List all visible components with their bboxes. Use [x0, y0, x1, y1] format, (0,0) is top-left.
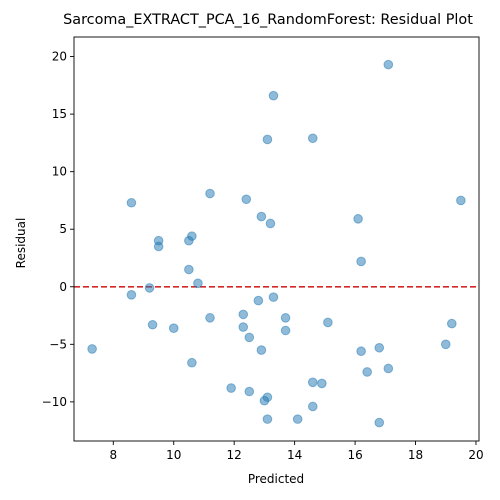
- y-tick-label: 0: [59, 280, 67, 294]
- data-point-48: [292, 414, 303, 424]
- data-point-38: [383, 363, 394, 374]
- x-axis-ticks: 8 10 12 14 16 18 20: [109, 441, 484, 462]
- y-tick-label: −5: [49, 337, 67, 351]
- x-tick-label: 18: [408, 448, 423, 462]
- data-point-42: [226, 383, 236, 393]
- data-point-3: [307, 133, 318, 144]
- data-point-9: [265, 218, 276, 229]
- data-point-34: [87, 344, 97, 354]
- data-point-15: [356, 256, 366, 267]
- data-point-25: [323, 317, 333, 328]
- plot-area: [73, 36, 480, 442]
- data-point-7: [456, 195, 466, 206]
- x-tick-label: 16: [347, 448, 362, 462]
- data-point-6: [241, 194, 252, 205]
- data-point-22: [238, 309, 249, 320]
- data-point-19: [126, 290, 137, 300]
- data-point-30: [280, 325, 291, 336]
- data-point-29: [168, 323, 179, 334]
- data-point-46: [307, 401, 318, 412]
- y-axis-ticks: −10 −5 0 5 10 15 20: [42, 50, 74, 409]
- data-point-20: [268, 292, 279, 302]
- data-point-41: [317, 378, 327, 389]
- x-axis-label: Predicted: [248, 472, 304, 486]
- data-point-33: [374, 342, 385, 353]
- data-point-35: [256, 345, 267, 355]
- x-tick-label: 14: [287, 448, 302, 462]
- data-point-21: [253, 295, 264, 306]
- y-tick-label: 20: [52, 50, 67, 64]
- data-point-47: [262, 414, 273, 424]
- data-point-16: [184, 264, 194, 275]
- data-point-32: [440, 339, 451, 350]
- y-tick-label: 10: [52, 165, 67, 179]
- data-point-0: [383, 59, 394, 70]
- x-tick-label: 12: [227, 448, 242, 462]
- x-tick-label: 20: [468, 448, 483, 462]
- data-point-39: [362, 367, 372, 377]
- y-tick-label: 15: [52, 107, 67, 121]
- data-point-2: [262, 134, 273, 145]
- data-point-37: [187, 357, 197, 368]
- y-tick-label: 5: [59, 222, 67, 236]
- data-point-40: [307, 377, 318, 388]
- chart-title: Sarcoma_EXTRACT_PCA_16_RandomForest: Res…: [63, 12, 473, 28]
- data-point-8: [256, 211, 267, 222]
- plot-frame: [73, 36, 480, 442]
- data-point-1: [268, 90, 279, 101]
- data-point-31: [244, 332, 255, 343]
- x-tick-label: 8: [109, 448, 117, 462]
- data-point-24: [280, 313, 291, 323]
- data-point-18: [144, 283, 155, 293]
- data-point-36: [356, 346, 366, 357]
- y-tick-label: −10: [42, 395, 67, 409]
- data-point-28: [238, 322, 249, 332]
- data-point-5: [126, 197, 137, 208]
- data-point-43: [244, 386, 255, 397]
- data-point-13: [184, 235, 194, 246]
- data-point-27: [147, 319, 158, 330]
- data-point-49: [374, 417, 385, 428]
- data-point-45: [259, 395, 270, 406]
- data-point-23: [205, 313, 215, 323]
- data-point-14: [153, 241, 164, 252]
- data-point-17: [193, 278, 203, 289]
- data-point-26: [446, 318, 457, 329]
- data-point-10: [353, 214, 363, 224]
- data-point-4: [205, 188, 215, 199]
- y-axis-label: Residual: [14, 218, 28, 269]
- x-tick-label: 10: [166, 448, 181, 462]
- scatter-points: [87, 59, 466, 428]
